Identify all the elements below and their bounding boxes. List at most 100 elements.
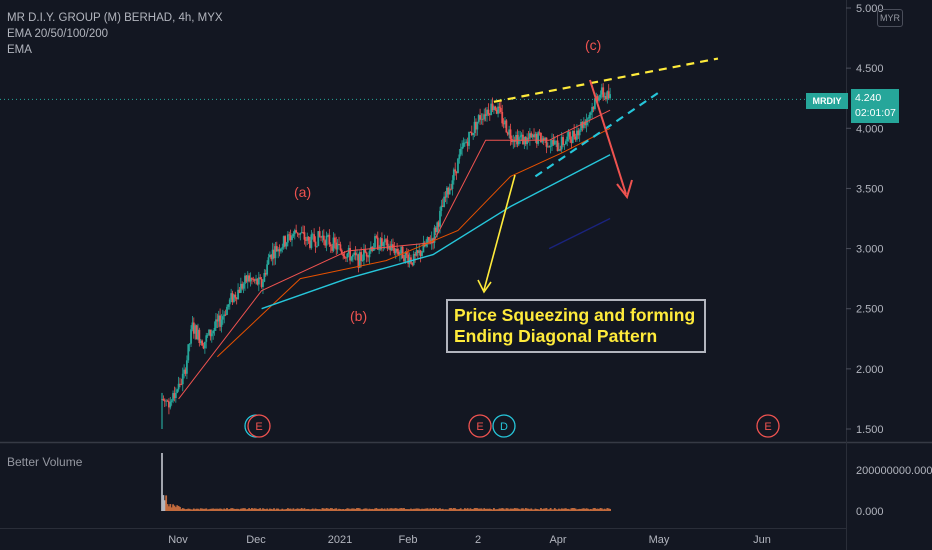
- volume-bar: [368, 508, 371, 511]
- candle-body: [577, 130, 580, 136]
- volume-bar: [448, 508, 451, 511]
- volume-bar: [206, 509, 209, 511]
- candle-body: [502, 123, 505, 125]
- candle-body: [542, 138, 545, 141]
- candle-body: [451, 180, 454, 189]
- volume-bar: [541, 509, 544, 511]
- volume-bar: [423, 508, 426, 511]
- volume-bar: [230, 508, 233, 511]
- volume-bar: [421, 508, 423, 511]
- candle-body: [444, 196, 447, 198]
- candle-body: [198, 329, 201, 343]
- volume-bar: [609, 508, 612, 511]
- volume-bar: [215, 508, 217, 511]
- volume-bar: [244, 508, 246, 511]
- candle-body: [252, 279, 255, 281]
- upper-trendline: [493, 57, 719, 103]
- candle-body: [343, 255, 346, 258]
- candle-body: [180, 384, 183, 385]
- candle-body: [239, 283, 242, 293]
- volume-bar: [262, 508, 264, 511]
- volume-bar: [396, 508, 399, 511]
- candle-body: [512, 139, 515, 143]
- volume-indicator-label[interactable]: Better Volume: [7, 455, 83, 469]
- volume-bar: [241, 508, 244, 511]
- candle-body: [441, 205, 444, 207]
- price-box: 4.240 02:01:07: [851, 89, 899, 123]
- volume-bar: [191, 509, 194, 511]
- wave-label-c[interactable]: (c): [585, 37, 602, 53]
- candle-body: [257, 277, 260, 285]
- event-marker-label: E: [255, 421, 262, 433]
- candle-body: [368, 251, 371, 258]
- volume-bar: [365, 508, 368, 511]
- candle-body: [338, 244, 340, 245]
- volume-bar: [468, 509, 470, 511]
- currency-badge[interactable]: MYR: [877, 9, 903, 27]
- volume-bar: [363, 508, 365, 511]
- volume-bar: [172, 504, 174, 511]
- candle-body: [589, 112, 592, 115]
- candle-body: [281, 247, 284, 249]
- volume-bar: [587, 508, 589, 511]
- candle-body: [609, 94, 612, 99]
- price-tick-label: 3.000: [856, 244, 884, 256]
- candle-body: [385, 239, 387, 241]
- candle-body: [322, 235, 325, 241]
- volume-bar: [433, 508, 436, 511]
- volume-bar: [295, 508, 298, 511]
- volume-bar: [223, 508, 226, 511]
- candle-body: [170, 400, 173, 402]
- wave-label-b[interactable]: (b): [350, 308, 368, 324]
- volume-bar: [603, 508, 606, 511]
- candle-body: [563, 144, 566, 146]
- candle-body: [418, 250, 421, 253]
- ema50-line: [216, 127, 611, 358]
- candle-body: [531, 134, 534, 138]
- event-marker-earnings: [247, 414, 271, 438]
- volume-bar: [549, 508, 552, 511]
- volume-bar: [324, 508, 327, 511]
- volume-bar: [528, 509, 531, 511]
- lower-trendline: [534, 88, 664, 178]
- candle-body: [582, 121, 585, 128]
- volume-bar: [198, 509, 201, 511]
- candle-body: [473, 121, 476, 134]
- candle-body: [430, 238, 433, 244]
- volume-bar: [318, 509, 321, 511]
- candle-body: [306, 236, 309, 241]
- candle-body: [486, 109, 488, 116]
- volume-bar: [320, 509, 322, 511]
- volume-bar: [351, 508, 354, 511]
- volume-bar: [382, 509, 385, 511]
- wave-label-a[interactable]: (a): [294, 184, 312, 200]
- candle-body: [580, 121, 582, 131]
- candle-body: [296, 232, 299, 234]
- candle-body: [593, 98, 596, 110]
- volume-bar: [531, 509, 534, 511]
- ema-indicator-label[interactable]: EMA 20/50/100/200: [7, 28, 109, 40]
- candle-body: [282, 236, 285, 248]
- volume-bar: [564, 508, 567, 511]
- volume-bar: [260, 509, 263, 511]
- volume-bar: [238, 509, 241, 511]
- last-price-tag: MRDIY 4.240 02:01:07: [806, 89, 899, 123]
- candle-body: [246, 275, 249, 282]
- candle-body: [302, 232, 304, 233]
- candle-body: [268, 254, 271, 258]
- volume-bar: [169, 504, 172, 511]
- candle-body: [339, 244, 342, 251]
- ema100-line: [261, 154, 611, 310]
- ema-single-indicator-label[interactable]: EMA: [7, 44, 32, 56]
- candle-body: [443, 196, 446, 207]
- annotation-box[interactable]: Price Squeezing and forming Ending Diago…: [446, 299, 706, 353]
- candle-body: [551, 139, 553, 147]
- candle-body: [206, 334, 209, 336]
- symbol-title[interactable]: MR D.I.Y. GROUP (M) BERHAD, 4h, MYX: [7, 12, 223, 24]
- symbol-tag: MRDIY: [806, 93, 848, 109]
- volume-bar: [410, 508, 412, 511]
- volume-bar: [317, 509, 320, 511]
- candle-body: [212, 330, 215, 334]
- candle-body: [321, 235, 324, 238]
